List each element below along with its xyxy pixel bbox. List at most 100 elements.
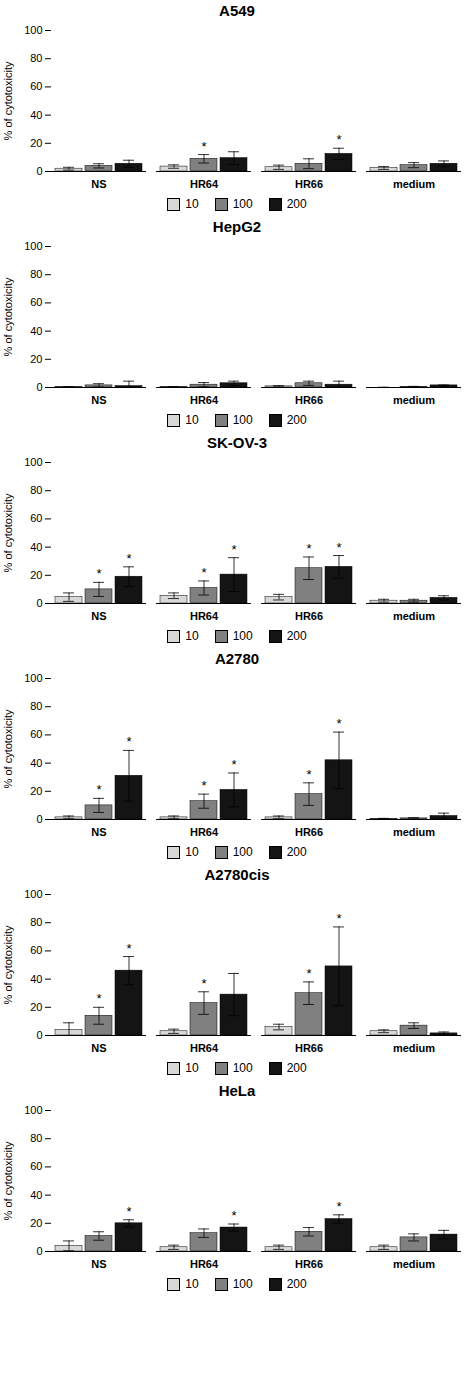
svg-text:*: * xyxy=(96,566,101,581)
svg-text:medium: medium xyxy=(393,1258,435,1270)
svg-text:*: * xyxy=(126,551,131,566)
html-text:A2780: A2780 xyxy=(214,650,260,667)
svg-text:*: * xyxy=(336,540,341,555)
svg-text:100: 100 xyxy=(24,672,42,684)
svg-text:100: 100 xyxy=(24,888,42,900)
svg-text:HR64: HR64 xyxy=(190,826,219,838)
svg-text:60: 60 xyxy=(30,296,42,308)
html-text:A2780cis: A2780cis xyxy=(204,866,270,883)
svg-text:HR66: HR66 xyxy=(295,1042,323,1054)
svg-text:40: 40 xyxy=(30,1189,42,1201)
svg-text:60: 60 xyxy=(30,80,42,92)
svg-text:0: 0 xyxy=(36,597,42,609)
svg-text:medium: medium xyxy=(393,826,435,838)
svg-text:*: * xyxy=(231,1208,236,1223)
svg-text:20: 20 xyxy=(30,137,42,149)
svg-text:HR66: HR66 xyxy=(295,1258,323,1270)
svg-text:20: 20 xyxy=(30,1217,42,1229)
svg-text:% of cytotoxicity: % of cytotoxicity xyxy=(2,493,14,572)
svg-text:NS: NS xyxy=(91,1042,106,1054)
svg-text:20: 20 xyxy=(30,353,42,365)
html-text:HeLa: HeLa xyxy=(218,1082,256,1099)
svg-text:*: * xyxy=(306,541,311,556)
svg-text:20: 20 xyxy=(30,569,42,581)
html-text:10: 10 xyxy=(185,197,199,211)
svg-text:20: 20 xyxy=(30,1001,42,1013)
svg-text:medium: medium xyxy=(393,394,435,406)
html-text:10: 10 xyxy=(185,413,199,427)
svg-text:HR66: HR66 xyxy=(295,826,323,838)
svg-text:*: * xyxy=(201,976,206,991)
svg-text:medium: medium xyxy=(393,1042,435,1054)
svg-text:*: * xyxy=(306,966,311,981)
svg-text:HR66: HR66 xyxy=(295,610,323,622)
svg-text:NS: NS xyxy=(91,394,106,406)
svg-text:0: 0 xyxy=(36,165,42,177)
svg-text:80: 80 xyxy=(30,52,42,64)
svg-text:*: * xyxy=(201,778,206,793)
svg-text:*: * xyxy=(336,132,341,147)
svg-text:100: 100 xyxy=(24,456,42,468)
svg-text:NS: NS xyxy=(91,1258,106,1270)
svg-text:*: * xyxy=(126,734,131,749)
svg-text:medium: medium xyxy=(393,610,435,622)
svg-text:*: * xyxy=(201,139,206,154)
svg-text:0: 0 xyxy=(36,1029,42,1041)
svg-text:% of cytotoxicity: % of cytotoxicity xyxy=(2,61,14,140)
svg-text:NS: NS xyxy=(91,826,106,838)
svg-text:40: 40 xyxy=(30,541,42,553)
svg-text:60: 60 xyxy=(30,1160,42,1172)
svg-text:0: 0 xyxy=(36,381,42,393)
svg-text:*: * xyxy=(96,991,101,1006)
svg-text:20: 20 xyxy=(30,785,42,797)
svg-text:NS: NS xyxy=(91,178,106,190)
svg-text:*: * xyxy=(201,565,206,580)
svg-text:medium: medium xyxy=(393,178,435,190)
svg-text:% of cytotoxicity: % of cytotoxicity xyxy=(2,1141,14,1220)
svg-text:100: 100 xyxy=(24,24,42,36)
svg-text:% of cytotoxicity: % of cytotoxicity xyxy=(2,925,14,1004)
svg-text:40: 40 xyxy=(30,973,42,985)
svg-text:HR64: HR64 xyxy=(190,178,219,190)
svg-text:*: * xyxy=(336,911,341,926)
svg-text:*: * xyxy=(231,542,236,557)
svg-text:HR64: HR64 xyxy=(190,610,219,622)
html-text:200: 200 xyxy=(286,197,307,211)
svg-text:80: 80 xyxy=(30,1132,42,1144)
svg-text:60: 60 xyxy=(30,728,42,740)
svg-text:60: 60 xyxy=(30,512,42,524)
html-text:200: 200 xyxy=(286,413,307,427)
svg-text:*: * xyxy=(306,767,311,782)
svg-text:40: 40 xyxy=(30,757,42,769)
svg-text:80: 80 xyxy=(30,268,42,280)
svg-text:*: * xyxy=(96,782,101,797)
svg-text:100: 100 xyxy=(24,240,42,252)
svg-text:*: * xyxy=(336,716,341,731)
svg-text:0: 0 xyxy=(36,1245,42,1257)
html-text:SK-OV-3: SK-OV-3 xyxy=(207,434,267,451)
svg-text:60: 60 xyxy=(30,944,42,956)
svg-text:% of cytotoxicity: % of cytotoxicity xyxy=(2,709,14,788)
svg-text:HR64: HR64 xyxy=(190,394,219,406)
svg-text:80: 80 xyxy=(30,484,42,496)
html-text:HepG2: HepG2 xyxy=(212,218,262,235)
html-text:A549: A549 xyxy=(219,2,255,19)
svg-text:HR64: HR64 xyxy=(190,1042,219,1054)
svg-text:80: 80 xyxy=(30,916,42,928)
svg-text:*: * xyxy=(126,1204,131,1219)
svg-text:0: 0 xyxy=(36,813,42,825)
svg-text:40: 40 xyxy=(30,109,42,121)
svg-text:*: * xyxy=(126,941,131,956)
svg-text:HR66: HR66 xyxy=(295,394,323,406)
svg-text:100: 100 xyxy=(24,1104,42,1116)
svg-text:*: * xyxy=(231,757,236,772)
html-text:100: 100 xyxy=(232,197,253,211)
html-text:100: 100 xyxy=(232,413,253,427)
svg-text:*: * xyxy=(336,1199,341,1214)
svg-text:NS: NS xyxy=(91,610,106,622)
svg-text:HR66: HR66 xyxy=(295,178,323,190)
svg-text:40: 40 xyxy=(30,325,42,337)
svg-text:% of cytotoxicity: % of cytotoxicity xyxy=(2,277,14,356)
svg-text:HR64: HR64 xyxy=(190,1258,219,1270)
svg-text:80: 80 xyxy=(30,700,42,712)
